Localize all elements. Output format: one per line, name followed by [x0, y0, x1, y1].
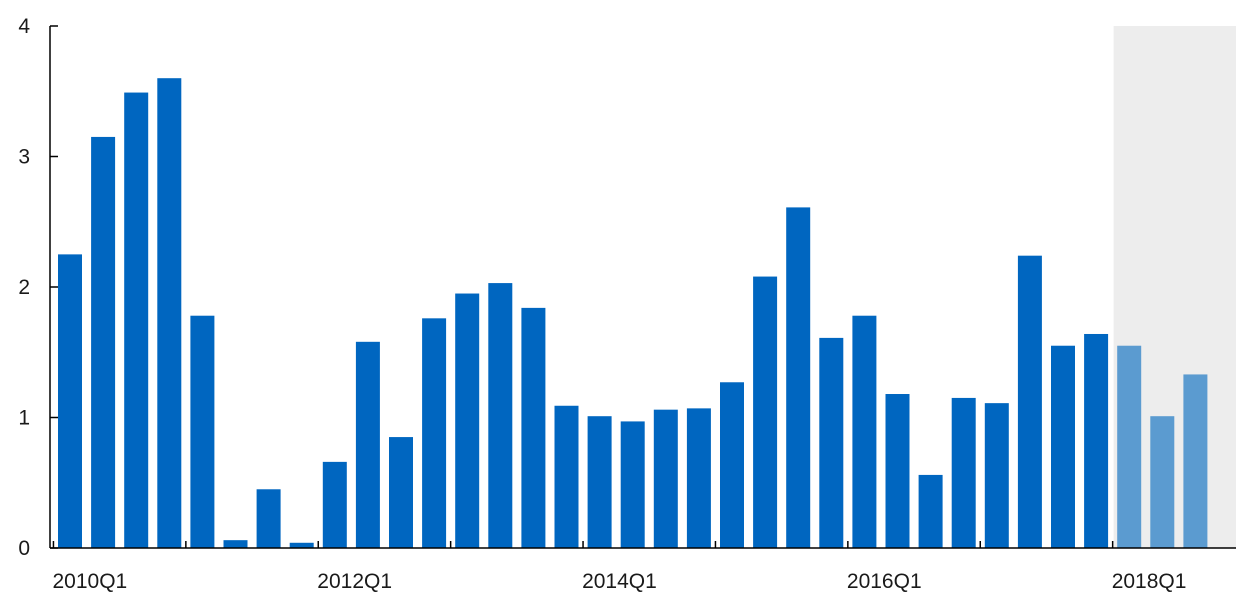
axes-layer: [49, 25, 1236, 549]
x-tick-label-2014Q1: 2014Q1: [582, 570, 657, 593]
bar-2018Q1: [1117, 345, 1142, 548]
bar-2012Q1: [322, 461, 347, 548]
x-tick-label-2012Q1: 2012Q1: [317, 570, 392, 593]
y-tick-label-3: 3: [18, 146, 30, 169]
bar-2015Q3: [786, 207, 811, 548]
x-tick-label-2016Q1: 2016Q1: [847, 570, 922, 593]
x-tick-label-2010Q1: 2010Q1: [52, 570, 127, 593]
bar-2011Q3: [256, 489, 281, 548]
bar-2016Q2: [885, 394, 910, 548]
bar-2010Q1: [58, 254, 82, 548]
y-tick-label-0: 0: [18, 537, 30, 560]
bar-2016Q4: [951, 397, 976, 548]
bar-2013Q4: [554, 405, 579, 548]
bars-layer: [58, 78, 1208, 549]
tick-labels-layer: 0 1 2 3 4 2010Q1 2012Q1 2014Q1 2016Q1 2018Q1: [18, 15, 1186, 593]
bar-2015Q4: [819, 337, 844, 548]
bar-2011Q4: [289, 542, 314, 548]
bar-2016Q1: [852, 315, 877, 548]
bar-2010Q4: [157, 78, 182, 548]
y-tick-label-4: 4: [18, 15, 30, 38]
bar-2014Q4: [686, 408, 711, 548]
bar-2017Q4: [1084, 333, 1109, 548]
bar-2013Q3: [521, 307, 546, 548]
bar-2017Q2: [1017, 255, 1042, 548]
bar-2010Q2: [91, 136, 116, 549]
bar-2018Q3: [1183, 374, 1208, 548]
bar-2016Q3: [918, 474, 943, 548]
bar-2012Q3: [389, 437, 413, 548]
bar-2011Q2: [223, 540, 248, 548]
bar-2015Q1: [720, 382, 744, 548]
bar-2013Q2: [488, 283, 513, 548]
bar-2014Q2: [620, 421, 645, 548]
bar-2017Q3: [1051, 345, 1075, 548]
y-tick-label-1: 1: [18, 407, 30, 430]
bar-2010Q3: [124, 92, 149, 549]
y-tick-label-2: 2: [18, 276, 30, 299]
bar-2018Q2: [1150, 416, 1175, 548]
bar-2012Q4: [422, 318, 447, 548]
bar-2017Q1: [984, 403, 1009, 548]
bar-2011Q1: [190, 315, 215, 548]
bar-2012Q2: [355, 341, 380, 548]
bar-2013Q1: [455, 293, 480, 548]
x-tick-label-2018Q1: 2018Q1: [1112, 570, 1187, 593]
bar-2015Q2: [753, 276, 778, 548]
bar-2014Q1: [587, 416, 612, 548]
bar-2014Q3: [653, 409, 678, 548]
